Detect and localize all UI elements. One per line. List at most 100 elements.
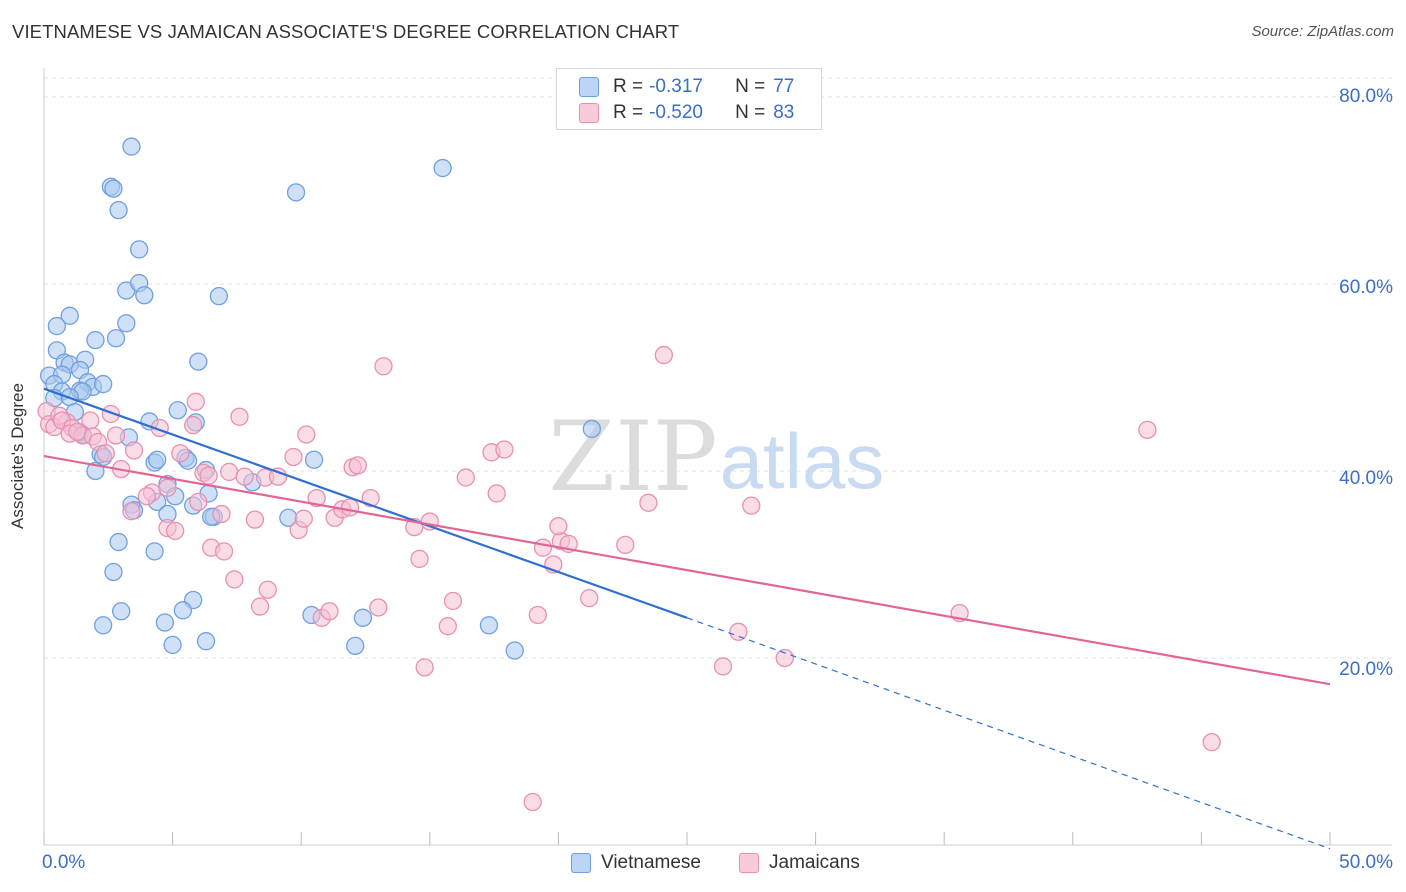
data-point [304,450,324,469]
data-point [250,597,270,616]
data-point [86,330,105,350]
watermark-atlas: atlas [720,417,885,505]
legend-row-vietnamese: R = -0.317 N = 77 [579,75,794,99]
data-point [348,456,367,475]
vietnamese-trend-extension [686,617,1331,850]
data-point [580,589,599,608]
data-point [199,466,218,485]
data-point [212,504,231,524]
data-point [94,616,113,635]
jamaican-points [37,345,1221,812]
vietnamese-swatch [579,77,599,97]
data-point [109,532,128,552]
data-point [220,462,239,482]
data-point [297,425,316,444]
r-label: R = [613,76,644,97]
data-point [639,493,658,512]
y-tick-label: 20.0% [1339,659,1393,680]
data-point [189,492,208,512]
data-point [1138,420,1157,440]
data-point [60,306,79,325]
data-point [158,478,177,497]
data-point [214,542,234,561]
jamaicans-swatch [579,103,599,123]
data-point [47,316,67,336]
r-value: -0.520 [649,102,703,123]
data-point [101,404,121,424]
data-point [284,447,303,467]
data-point [582,419,601,439]
data-point [294,509,313,528]
legend-label: Vietnamese [601,852,701,873]
y-tick-label: 60.0% [1339,277,1393,298]
data-point [112,602,131,621]
data-point [209,287,229,306]
data-point [258,580,277,599]
data-point [94,374,113,394]
data-point [433,158,452,178]
data-point [353,608,373,627]
data-point [616,535,635,555]
jamaicans-swatch [739,853,759,873]
data-point [235,467,254,486]
data-point [742,496,761,515]
data-point [184,416,203,435]
jamaicans-trend-line [43,454,1331,686]
data-point [173,601,193,620]
data-point [533,538,553,557]
data-point [104,179,123,198]
n-value: 77 [773,76,795,97]
chart-source: Source: ZipAtlas.com [1251,23,1394,40]
data-point [320,602,339,621]
legend-item-vietnamese: Vietnamese [571,852,701,874]
grid [44,77,1392,659]
data-point [505,641,524,660]
vietnamese-points [39,137,601,660]
data-point [340,498,360,517]
data-point [438,617,457,636]
watermark: ZIP atlas [548,401,884,513]
stats-legend: R = -0.317 N = 77 R = -0.520 N = 83 [556,68,822,130]
chart-title: VIETNAMESE VS JAMAICAN ASSOCIATE'S DEGRE… [12,21,680,42]
data-point [124,441,144,460]
data-point [1202,733,1221,752]
legend-row-jamaicans: R = -0.520 N = 83 [579,101,794,125]
data-point [186,392,205,411]
data-point [713,657,733,676]
data-point [268,467,288,486]
n-value: 83 [773,102,795,123]
r-label: R = [613,102,644,123]
data-point [148,450,167,469]
data-point [410,549,429,569]
series-legend: Vietnamese Jamaicans [0,852,1406,878]
data-point [528,605,547,625]
data-point [106,329,126,348]
vietnamese-trend-line [43,387,688,619]
data-point [166,521,185,540]
data-point [654,345,674,365]
data-point [168,401,187,420]
trend-lines [43,387,1331,850]
data-point [495,440,514,459]
data-point [106,426,126,445]
data-point [487,484,506,503]
data-point [196,632,216,651]
data-point [286,183,306,202]
y-tick-label: 40.0% [1339,468,1393,489]
data-point [137,487,157,506]
y-axis-label: Associate's Degree [8,383,27,529]
data-point [374,357,393,376]
data-point [307,488,326,508]
data-point [189,352,208,371]
data-point [81,411,100,430]
data-point [109,200,128,220]
data-point [456,468,475,487]
data-point [346,636,365,655]
n-label: N = [735,76,766,97]
data-point [117,314,136,333]
vietnamese-swatch [571,853,591,873]
data-point [361,488,380,508]
data-point [245,510,265,529]
data-point [415,658,434,677]
